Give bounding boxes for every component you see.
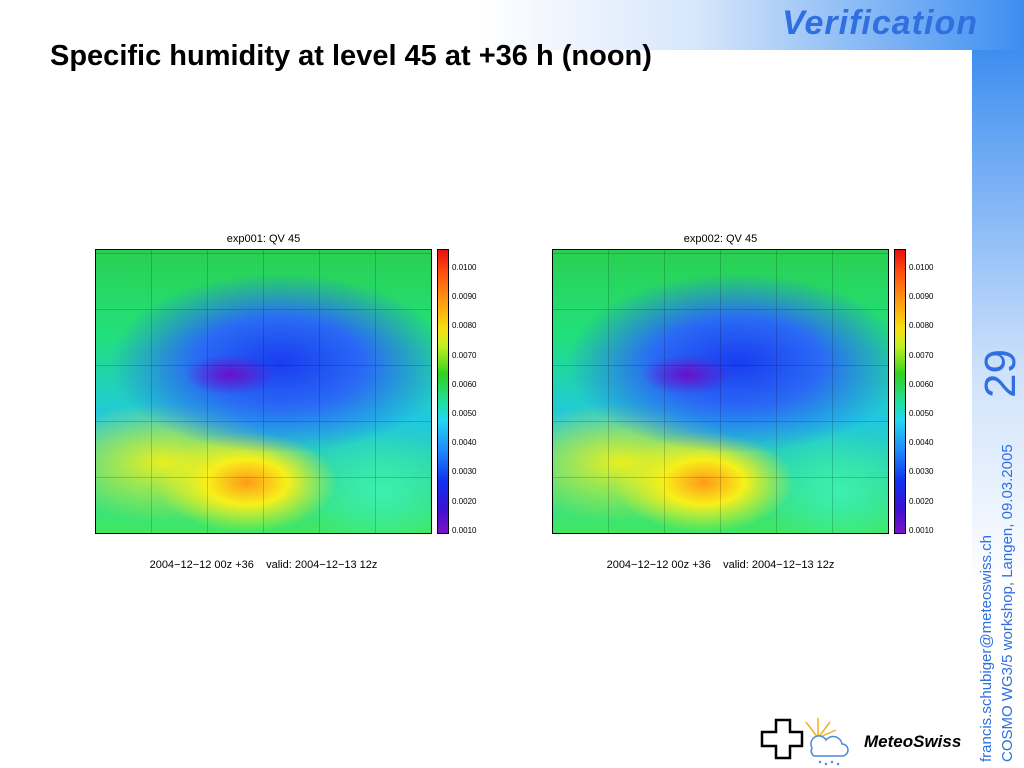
colorbar-label: 0.0080 <box>452 321 477 331</box>
colorbar-label: 0.0100 <box>909 263 934 272</box>
logo-text: MeteoSwiss <box>864 732 962 751</box>
panel-title: exp001: QV 45 <box>226 233 301 245</box>
colorbar-label: 0.0020 <box>452 496 477 506</box>
colorbar-label: 0.0060 <box>452 379 477 389</box>
colorbar-label: 0.0070 <box>452 350 477 360</box>
colorbar-label: 0.0050 <box>909 409 934 418</box>
colorbar-label: 0.0070 <box>909 350 934 360</box>
map-image <box>552 249 889 534</box>
top-bar <box>480 0 1024 50</box>
slide-title: Specific humidity at level 45 at +36 h (… <box>50 40 652 72</box>
logo-mark <box>760 718 849 766</box>
section-label: Verification <box>782 4 978 42</box>
colorbar-label: 0.0050 <box>452 409 477 418</box>
colorbar-label: 0.0010 <box>452 525 477 535</box>
colorbar <box>437 249 449 534</box>
panel-footer: 2004−12−12 00z +36 valid: 2004−12−13 12z <box>149 559 378 571</box>
colorbar-label: 0.0090 <box>452 292 477 302</box>
colorbar-label: 0.0030 <box>909 467 934 477</box>
panel-footer: 2004−12−12 00z +36 valid: 2004−12−13 12z <box>606 559 835 571</box>
colorbar-label: 0.0060 <box>909 379 934 389</box>
colorbar-label: 0.0040 <box>452 438 477 448</box>
colorbar <box>894 249 906 534</box>
page-number: 29 <box>976 349 1024 398</box>
author-email: francis.schubiger@meteoswiss.ch <box>978 535 995 762</box>
colorbar-label: 0.0010 <box>909 525 934 535</box>
colorbar-label: 0.0090 <box>909 292 934 302</box>
event-info: COSMO WG3/5 workshop, Langen, 09.03.2005 <box>999 444 1016 762</box>
colorbar-label: 0.0040 <box>909 438 934 448</box>
colorbar-label: 0.0020 <box>909 496 934 506</box>
side-bar <box>972 50 1024 768</box>
colorbar-label: 0.0100 <box>452 263 477 272</box>
panel-title: exp002: QV 45 <box>683 233 758 245</box>
colorbar-label: 0.0030 <box>452 467 477 477</box>
map-image <box>95 249 432 534</box>
colorbar-label: 0.0080 <box>909 321 934 331</box>
